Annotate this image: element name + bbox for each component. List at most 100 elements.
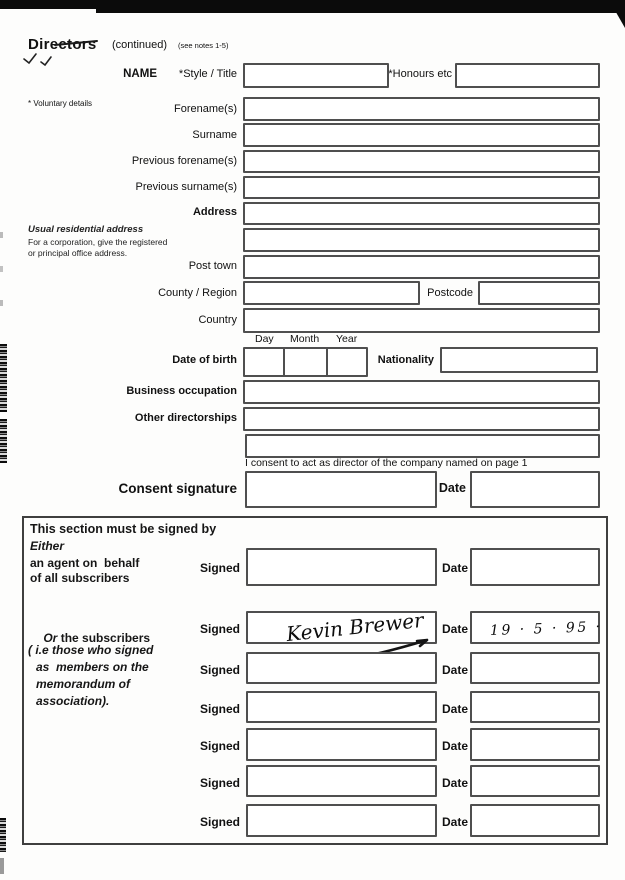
post-town-label: Post town [188,260,237,272]
consent-signature-field[interactable] [245,471,437,508]
signing-agent-line2: of all subscribers [30,571,130,585]
other-directorships-field-2[interactable] [245,434,600,458]
residential-address-note-title: Usual residential address [28,224,144,235]
name-label: NAME [123,68,157,80]
signed-label: Signed [199,815,240,829]
date-of-birth-field [243,347,368,377]
scan-left-mark [0,344,7,412]
signed-field[interactable] [246,652,437,684]
date-field[interactable] [470,548,600,586]
dob-cell-divider [283,349,285,375]
previous-surnames-field[interactable] [243,176,600,199]
ie-note-line: as members on the [36,660,149,674]
address-line1-field[interactable] [243,202,600,225]
other-directorships-label: Other directorships [134,412,237,424]
handwritten-date: 19 · 5 · 95 · [489,619,603,639]
previous-surnames-label: Previous surname(s) [135,181,237,193]
subscribers-words: the subscribers [57,631,151,645]
signed-label: Signed [199,561,240,575]
previous-forenames-label: Previous forename(s) [131,155,237,167]
date-label: Date [441,739,468,753]
address-line2-field[interactable] [243,228,600,252]
date-label: Date [441,776,468,790]
scan-left-mark [0,858,4,874]
signed-field[interactable] [246,728,437,761]
ie-note-line: memorandum of [36,677,131,691]
post-town-field[interactable] [243,255,600,279]
signed-field[interactable]: Kevin Brewer [246,608,437,646]
surname-label: Surname [192,129,237,141]
signed-field[interactable] [246,691,437,723]
date-label: Date [441,622,468,636]
consent-date-label: Date [438,481,466,495]
voluntary-details-note: * Voluntary details [28,99,93,108]
date-field[interactable] [470,765,600,797]
scan-left-dash [0,266,3,272]
date-field[interactable] [470,804,600,837]
other-directorships-field[interactable] [243,407,600,431]
style-title-label: *Style / Title [178,68,237,80]
signed-label: Signed [199,663,240,677]
county-region-label: County / Region [158,287,237,299]
dob-day-cell[interactable] [245,349,283,375]
page-title-continued: (continued) [112,39,168,51]
date-label: Date [441,702,468,716]
honours-label: *Honours etc [388,68,452,80]
business-occupation-field[interactable] [243,380,600,404]
date-field[interactable]: 19 · 5 · 95 · [470,611,603,644]
signing-or-subscribers-text: Or the subscribers [30,617,150,659]
or-word: Or [43,631,58,645]
consent-statement: I consent to act as director of the comp… [245,457,528,469]
country-label: Country [198,314,237,326]
forenames-field[interactable] [243,97,600,121]
style-title-field[interactable] [243,63,389,88]
business-occupation-label: Business occupation [126,385,237,397]
previous-forenames-field[interactable] [243,150,600,173]
dob-month-cell[interactable] [285,349,324,375]
signed-label: Signed [199,739,240,753]
postcode-field[interactable] [478,281,600,305]
address-label: Address [192,206,237,218]
signed-label: Signed [199,622,240,636]
consent-date-field[interactable] [470,471,600,508]
postcode-label: Postcode [427,287,473,299]
see-notes-text: (see notes 1-5) [178,41,229,50]
pen-marks-icon [23,40,98,67]
scan-left-dash [0,232,3,238]
year-label: Year [336,333,358,345]
surname-field[interactable] [243,123,600,147]
ie-note-line: association). [36,694,110,708]
signed-field[interactable] [246,765,437,797]
scan-left-mark [0,419,7,463]
date-label: Date [441,815,468,829]
day-label: Day [255,333,274,345]
forenames-label: Forename(s) [174,103,237,115]
country-field[interactable] [243,308,600,333]
signed-label: Signed [199,702,240,716]
signing-section-heading: This section must be signed by [30,522,217,536]
signing-agent-line1: an agent on behalf [30,556,140,570]
month-label: Month [290,333,320,345]
county-region-field[interactable] [243,281,420,305]
date-of-birth-label: Date of birth [172,354,237,366]
nationality-label: Nationality [377,354,434,366]
nationality-field[interactable] [440,347,598,373]
signing-either-text: Either [30,539,65,553]
signed-field[interactable] [246,548,437,586]
signed-field[interactable] [246,804,437,837]
consent-signature-label: Consent signature [118,481,237,496]
dob-cell-divider [326,349,328,375]
residential-address-note-body: For a corporation, give the registered o… [28,237,168,258]
date-label: Date [441,663,468,677]
scan-left-mark [0,818,6,852]
date-field[interactable] [470,691,600,723]
date-field[interactable] [470,652,600,684]
signing-section [22,516,608,845]
ie-note-line: ( i.e those who signed [28,643,154,657]
date-field[interactable] [470,728,600,761]
scan-left-dash [0,300,3,306]
honours-field[interactable] [455,63,600,88]
date-label: Date [441,561,468,575]
signed-label: Signed [199,776,240,790]
